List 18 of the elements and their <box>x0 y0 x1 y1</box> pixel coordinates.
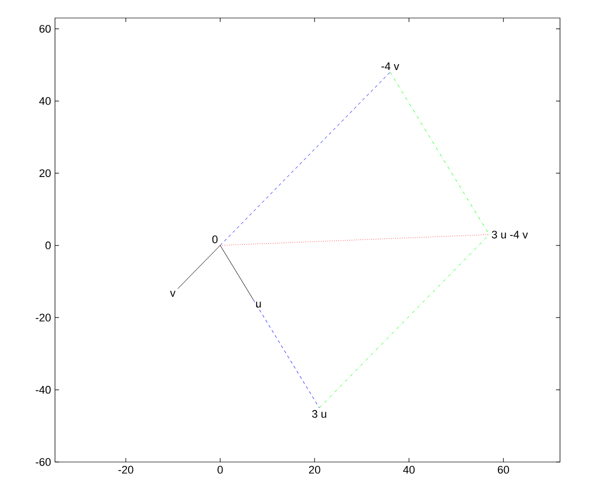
y-tick-label: -40 <box>36 386 51 394</box>
annotation: -4 v <box>381 62 400 70</box>
annotation: 3 u <box>312 410 326 418</box>
y-tick-label: 20 <box>40 169 51 178</box>
y-tick-label: 60 <box>40 24 51 33</box>
annotation: v <box>170 290 176 297</box>
y-tick-label: 40 <box>39 97 51 105</box>
x-tick-label: 0 <box>218 466 223 474</box>
y-tick-label: -20 <box>36 314 51 322</box>
x-tick-label: 60 <box>498 466 510 474</box>
annotation: u <box>256 302 261 308</box>
x-tick-label: -20 <box>118 466 134 474</box>
x-tick-label: 20 <box>309 466 320 474</box>
annotation: 3 u -4 v <box>492 230 528 238</box>
y-tick-label: 0 <box>45 242 51 250</box>
y-tick-label: -60 <box>36 458 51 466</box>
x-tick-label: 40 <box>403 466 415 474</box>
annotation: 0 <box>212 235 218 244</box>
